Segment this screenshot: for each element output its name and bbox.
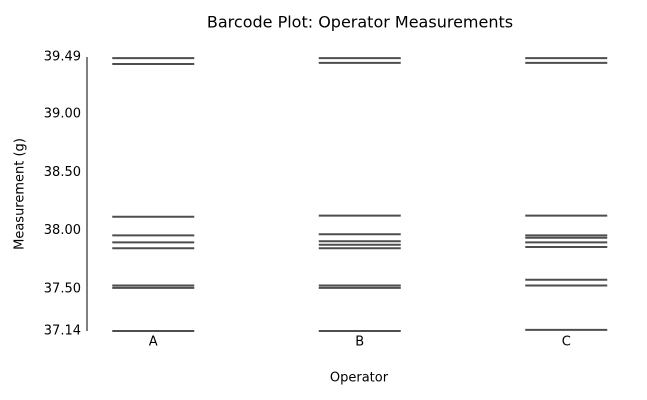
y-axis-label: Measurement (g) <box>13 138 28 250</box>
x-tick-label: C <box>562 335 571 350</box>
x-tick-label: A <box>149 335 158 350</box>
x-axis-label: Operator <box>330 371 389 386</box>
y-tick-label: 37.14 <box>44 324 81 339</box>
x-tick-label: B <box>355 335 364 350</box>
y-tick-label: 38.50 <box>44 165 81 180</box>
y-tick-label: 39.00 <box>44 107 81 122</box>
chart-title: Barcode Plot: Operator Measurements <box>207 13 513 32</box>
y-tick-label: 39.49 <box>44 50 81 65</box>
y-tick-label: 38.00 <box>44 223 81 238</box>
y-tick-label: 37.50 <box>44 282 81 297</box>
